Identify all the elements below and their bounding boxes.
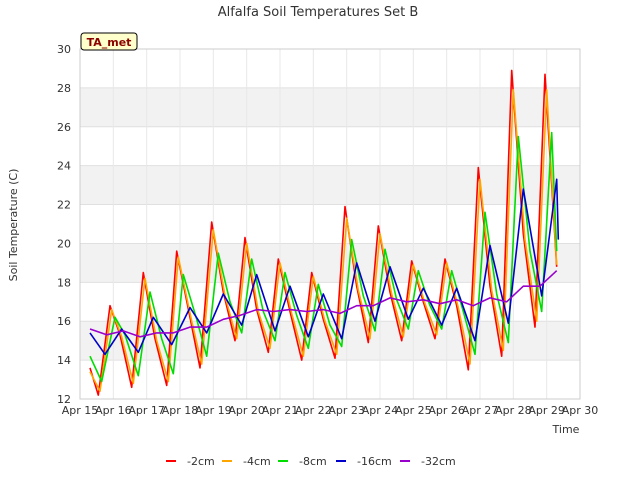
x-tick-label: Apr 21	[262, 404, 299, 417]
x-tick-label: Apr 26	[428, 404, 465, 417]
y-tick-label: 26	[57, 121, 71, 134]
plot-band	[80, 126, 580, 166]
gridlines	[79, 48, 581, 400]
plot-band	[80, 87, 580, 127]
x-tick-label: Apr 28	[495, 404, 532, 417]
series-line-minus-16cm	[89, 178, 560, 356]
x-tick-label: Apr 19	[195, 404, 232, 417]
series-line-minus-8cm	[89, 131, 558, 383]
y-tick-label: 30	[57, 43, 71, 56]
y-tick-label: 16	[57, 315, 71, 328]
legend-label: -32cm	[421, 455, 456, 468]
x-tick-label: Apr 29	[528, 404, 565, 417]
plot-band	[80, 360, 580, 399]
legend: -2cm -4cm -8cm -16cm -32cm	[166, 455, 456, 468]
x-tick-label: Apr 18	[162, 404, 199, 417]
y-tick-label: 18	[57, 276, 71, 289]
legend-item: -2cm	[166, 455, 215, 468]
x-axis-label: Time	[552, 423, 580, 436]
legend-label: -4cm	[243, 455, 271, 468]
plot-band	[80, 204, 580, 244]
x-tick-label: Apr 16	[95, 404, 132, 417]
y-axis-ticks: 12 14 16 18 20 22 24 26 28 30	[57, 43, 71, 406]
y-tick-label: 28	[57, 82, 71, 95]
plot-band	[80, 49, 580, 88]
plot-band	[80, 165, 580, 205]
ta-met-badge-box	[80, 32, 138, 51]
legend-item: -32cm	[400, 455, 456, 468]
x-tick-label: Apr 17	[128, 404, 165, 417]
x-tick-label: Apr 15	[62, 404, 99, 417]
legend-label: -2cm	[187, 455, 215, 468]
y-tick-label: 24	[57, 160, 71, 173]
series-lines	[89, 69, 560, 396]
legend-label: -16cm	[357, 455, 392, 468]
plot-frame	[79, 48, 581, 400]
x-tick-label: Apr 20	[228, 404, 265, 417]
series-line-minus-4cm	[89, 89, 558, 393]
series-line-minus-2cm	[89, 69, 558, 396]
x-tick-label: Apr 23	[328, 404, 365, 417]
ta-met-badge: TA_met	[80, 32, 138, 51]
x-tick-label: Apr 25	[395, 404, 432, 417]
plot-background-bands	[80, 49, 580, 399]
y-tick-label: 20	[57, 237, 71, 250]
legend-item: -16cm	[336, 455, 392, 468]
x-tick-label: Apr 22	[295, 404, 332, 417]
legend-item: -4cm	[222, 455, 271, 468]
y-tick-label: 14	[57, 354, 71, 367]
legend-item: -8cm	[278, 455, 327, 468]
x-tick-label: Apr 30	[562, 404, 599, 417]
y-tick-label: 12	[57, 393, 71, 406]
chart-title: Alfalfa Soil Temperatures Set B	[218, 5, 419, 20]
x-tick-label: Apr 27	[462, 404, 499, 417]
y-tick-label: 22	[57, 199, 71, 212]
x-tick-label: Apr 24	[362, 404, 399, 417]
legend-label: -8cm	[299, 455, 327, 468]
ta-met-badge-label: TA_met	[87, 36, 132, 49]
y-axis-label: Soil Temperature (C)	[7, 169, 20, 282]
series-line-minus-32cm	[89, 270, 558, 338]
